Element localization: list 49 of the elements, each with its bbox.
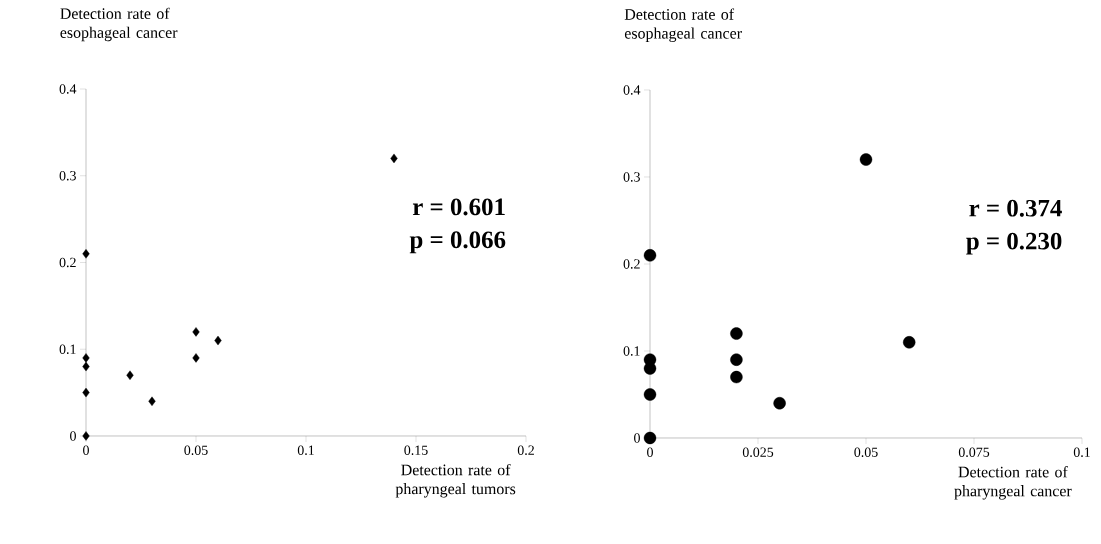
x-tick-label: 0.15	[404, 445, 428, 455]
point	[903, 336, 916, 349]
point	[643, 388, 657, 401]
point	[192, 353, 200, 363]
y-tick-label: 0.4	[59, 84, 77, 94]
x-axis-title: Detection rate of pharyngeal tumors	[395, 463, 516, 498]
point	[126, 370, 134, 380]
y-tick-label: 0.4	[623, 85, 641, 95]
x-tick-label: 0.1	[1073, 447, 1090, 457]
x-tick-label: 0.2	[517, 445, 534, 455]
x-tick-label: 0.05	[854, 447, 878, 457]
point	[643, 431, 657, 445]
y-tick-label: 0.1	[623, 346, 640, 356]
annotation: p = 0.066	[409, 231, 506, 254]
y-tick-label: 0.2	[59, 257, 76, 268]
point	[82, 353, 90, 363]
point	[82, 361, 90, 372]
x-tick-label: 0.1	[297, 445, 314, 455]
point	[773, 396, 786, 410]
point	[82, 387, 90, 398]
x-axis-title: Detection rate of pharyngeal cancer	[954, 466, 1072, 500]
x-tick-label: 0.05	[184, 445, 208, 455]
y-tick-label: 0	[70, 431, 76, 441]
point	[148, 396, 156, 406]
point	[643, 353, 657, 366]
x-tick-label: 0.075	[958, 447, 990, 457]
y-tick-label: 0.3	[623, 172, 640, 182]
annotation: p = 0.230	[966, 232, 1062, 255]
y-tick-label: 0.1	[59, 344, 76, 354]
point	[730, 327, 743, 340]
point	[82, 431, 90, 441]
point	[730, 370, 743, 384]
x-tick-label: 0	[647, 447, 653, 457]
y-tick-label: 0.3	[59, 170, 76, 181]
point	[859, 153, 873, 166]
point	[390, 153, 398, 164]
y-tick-label: 0	[634, 433, 640, 443]
annotation: r = 0.601	[412, 198, 505, 216]
point	[643, 249, 657, 262]
x-tick-label: 0	[83, 445, 89, 455]
annotation: r = 0.374	[969, 199, 1062, 217]
point	[730, 353, 743, 366]
point	[192, 327, 200, 337]
x-tick-label: 0.025	[742, 447, 774, 457]
y-axis-title: Detection rate of esophageal cancer	[60, 7, 178, 42]
point	[82, 249, 90, 259]
y-tick-label: 0.2	[623, 259, 640, 269]
point	[214, 335, 222, 346]
y-axis-title: Detection rate of esophageal cancer	[624, 8, 742, 42]
